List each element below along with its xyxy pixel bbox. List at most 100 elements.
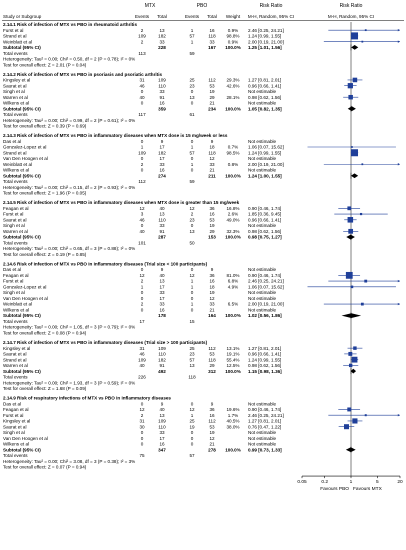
study-rr-ci: Not estimable (248, 430, 277, 435)
header-plot-title: Risk Ratio (340, 3, 363, 9)
mtx-total: 91 (159, 95, 165, 100)
overall-effect-text: Test for overall effect: Z = 1.68 (P = 0… (3, 386, 87, 391)
subtotal-diamond (351, 45, 359, 50)
total-events-pbo: 61 (189, 112, 195, 117)
study-row: Wilkens et al 0 16 0 21 Not estimable (3, 307, 277, 312)
total-events-label: Total events (3, 375, 28, 380)
subtotal-rr-ci: 0.98 [0.75, 1.27] (248, 235, 282, 240)
effect-square (348, 351, 353, 356)
x-axis: 0.05 0.2 1 5 20 Favours PBO Favours MTX (297, 475, 403, 492)
mtx-events: 31 (139, 78, 145, 83)
subtotal-mtx-total: 287 (158, 235, 166, 240)
header-group2: PBO (197, 3, 208, 9)
mtx-total: 17 (159, 436, 165, 441)
pbo-events: 2 (191, 212, 194, 217)
mtx-events: 0 (141, 290, 144, 295)
subtotal-label: Subtotal (95% CI) (3, 313, 41, 318)
subtotal-rr-ci: 0.99 [0.73, 1.33] (248, 447, 282, 452)
mtx-total: 9 (161, 267, 164, 272)
mtx-total: 33 (159, 430, 165, 435)
total-events-row: Total events 75 57 (3, 453, 195, 458)
pbo-total: 33 (209, 162, 215, 167)
mtx-total: 17 (159, 296, 165, 301)
study-name: Kingsley et al (3, 419, 30, 424)
study-rr-ci: 0.90 [0.46, 1.74] (248, 273, 281, 278)
effect-square (353, 346, 357, 350)
mtx-total: 182 (158, 357, 166, 362)
pbo-events: 0 (191, 307, 194, 312)
pbo-events: 0 (191, 401, 194, 406)
study-rr-ci: 0.96 [0.66, 1.41] (248, 83, 281, 88)
study-rr-ci: 2.46 [0.25, 24.21] (248, 279, 284, 284)
study-name: Singh et al (3, 223, 25, 228)
pbo-events: 23 (189, 352, 195, 357)
mtx-total: 13 (159, 413, 165, 418)
effect-square (351, 356, 358, 363)
subtotal-label: Subtotal (95% CI) (3, 173, 41, 178)
subtotal-mtx-total: 274 (158, 173, 166, 178)
x-tick-label: 20 (397, 479, 403, 485)
mtx-total: 40 (159, 273, 165, 278)
effect-square (344, 424, 350, 430)
ci-arrow (397, 163, 400, 166)
total-events-mtx: 117 (138, 112, 146, 117)
ci-arrow (397, 28, 400, 32)
subgroup-title: 2.14.3 Risk of infection of MTX vs PBO i… (3, 133, 228, 138)
study-weight: 38.0% (226, 424, 239, 429)
effect-square (361, 40, 364, 43)
mtx-total: 33 (159, 89, 165, 94)
effect-square (352, 77, 358, 83)
study-rr-ci: 1.24 [0.99, 1.55] (248, 357, 281, 362)
study-rr-ci: 0.96 [0.66, 1.41] (248, 352, 281, 357)
pbo-total: 19 (209, 430, 215, 435)
study-rr-ci: 0.98 [0.62, 1.56] (248, 363, 281, 368)
total-events-row: Total events 226 118 (3, 375, 196, 380)
study-name: Wilkens et al (3, 101, 29, 106)
pbo-events: 0 (191, 430, 194, 435)
subtotal-label: Subtotal (95% CI) (3, 235, 41, 240)
header-total1: Total (157, 14, 167, 19)
pbo-events: 0 (191, 442, 194, 447)
subtotal-weight: 100.0% (225, 45, 241, 50)
mtx-events: 2 (141, 279, 144, 284)
study-weight: 0.9% (228, 28, 238, 33)
mtx-total: 91 (159, 229, 165, 234)
subtotal-row: Subtotal (95% CI) 178 164 100.0% 1.02 [0.56,… (3, 313, 362, 318)
study-name: Warren et al (3, 363, 28, 368)
subtotal-label: Subtotal (95% CI) (3, 369, 41, 374)
pbo-total: 118 (208, 357, 216, 362)
pbo-events: 0 (191, 139, 194, 144)
total-events-label: Total events (3, 51, 28, 56)
study-row: Furst et al 2 13 1 16 6.8% 2.46 [0.25, 24.21] (3, 279, 400, 284)
pbo-events: 0 (191, 168, 194, 173)
pbo-total: 16 (209, 413, 215, 418)
mtx-events: 0 (141, 442, 144, 447)
mtx-total: 16 (159, 307, 165, 312)
mtx-events: 0 (141, 436, 144, 441)
subgroup: 2.14.3 Risk of infection of MTX vs PBO i… (3, 133, 400, 196)
pbo-total: 112 (208, 346, 216, 351)
total-events-label: Total events (3, 453, 28, 458)
overall-effect-text: Test for overall effect: Z = 0.39 (P = 0… (3, 124, 87, 129)
mtx-events: 0 (141, 267, 144, 272)
subgroup-title: 2.14.1 Risk of infection of MTX vs PBO i… (3, 22, 137, 27)
mtx-events: 40 (139, 229, 145, 234)
effect-square (364, 29, 367, 32)
pbo-events: 1 (191, 39, 194, 44)
study-name: Saurat et al (3, 83, 27, 88)
pbo-total: 19 (209, 223, 215, 228)
subtotal-mtx-total: 492 (158, 369, 166, 374)
study-name: Kingsley et al (3, 346, 30, 351)
mtx-total: 110 (158, 352, 166, 357)
study-rr-ci: Not estimable (248, 401, 277, 406)
mtx-total: 40 (159, 206, 165, 211)
pbo-events: 1 (191, 162, 194, 167)
study-rr-ci: Not estimable (248, 442, 277, 447)
study-row: Furst et al 2 13 1 16 0.9% 2.46 [0.25, 24.21] (3, 28, 400, 33)
study-name: Feagan et al (3, 206, 29, 211)
subgroup-title: 2.14.7 Risk of infection of MTX vs PBO i… (3, 340, 208, 345)
total-events-mtx: 101 (138, 240, 146, 245)
effect-square (350, 285, 354, 289)
study-row: Gonzalez-Lopez et al 1 17 1 18 0.7% 1.06 [0.07… (3, 145, 396, 150)
study-weight: 12.5% (226, 363, 239, 368)
